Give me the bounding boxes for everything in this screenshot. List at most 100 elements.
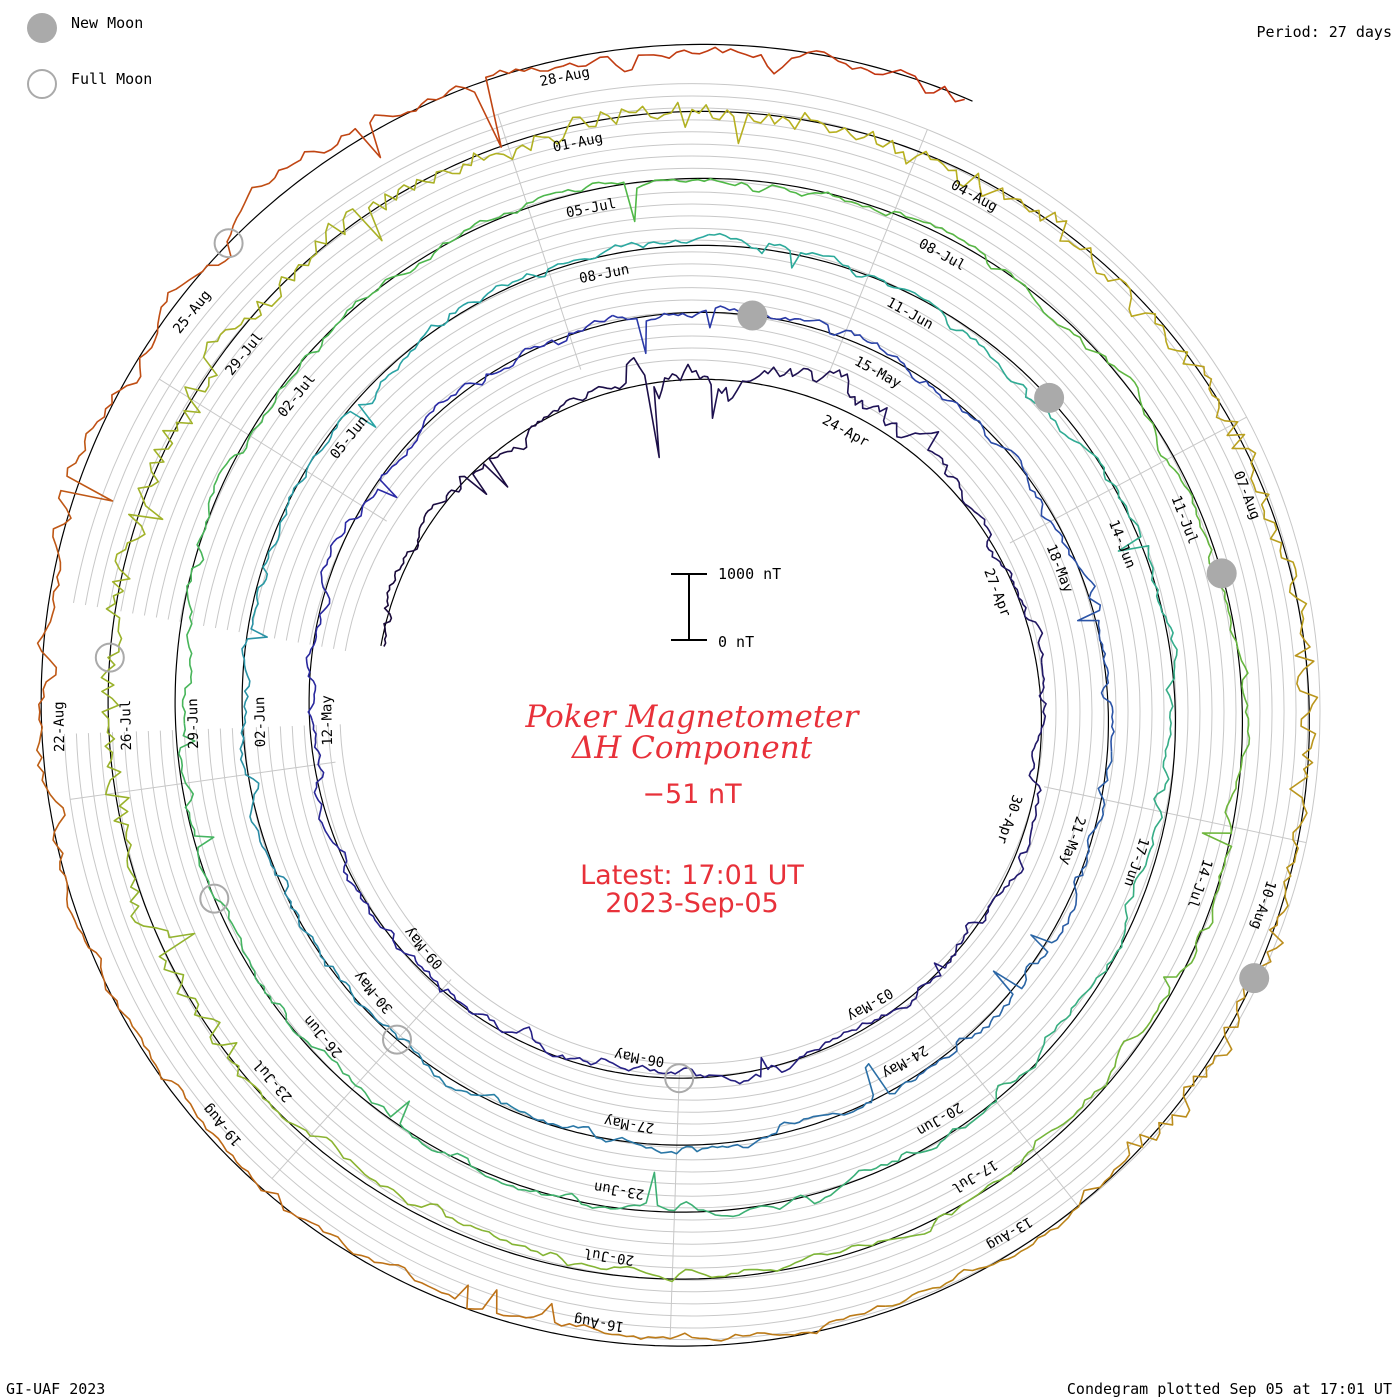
grid-ring (339, 359, 1045, 1065)
data-trace-segment (586, 178, 834, 223)
data-trace-segment (305, 541, 335, 722)
date-label: 24-Apr (819, 412, 871, 450)
grid-ring (255, 275, 1129, 1149)
data-trace-segment (92, 177, 276, 429)
chart-subtitle: ΔH Component (571, 730, 813, 766)
grid-layer (63, 83, 1321, 1341)
date-label: 22-Aug (51, 701, 68, 752)
data-trace-segment (727, 1063, 917, 1149)
date-label: 04-Aug (948, 177, 1000, 215)
data-trace-segment (332, 398, 449, 543)
data-trace-segment (944, 826, 1033, 969)
date-label: 26-Jun (301, 1012, 346, 1061)
footer-left: GI-UAF 2023 (6, 1380, 105, 1398)
data-trace-segment (553, 357, 705, 459)
scale-bar-top-label: 1000 nT (718, 565, 781, 583)
data-trace-segment (36, 427, 114, 728)
data-trace-segment (885, 1154, 1131, 1307)
date-label: 23-Jun (593, 1178, 645, 1201)
date-label: 23-Jul (250, 1056, 295, 1105)
data-trace-segment (703, 366, 863, 419)
data-trace-segment (239, 618, 268, 827)
data-trace-segment (612, 305, 800, 355)
data-trace-segment (915, 934, 1058, 1081)
data-trace-segment (1036, 864, 1147, 1062)
data-trace-segment (367, 186, 588, 298)
date-label: 08-Jun (578, 261, 631, 287)
footer-right: Condegram plotted Sep 05 at 17:01 UT (1067, 1380, 1392, 1398)
date-label: 30-Apr (993, 793, 1024, 846)
data-trace-segment (867, 69, 965, 103)
data-trace-segment (962, 410, 1077, 563)
data-trace-segment (181, 485, 215, 724)
data-trace-segment (241, 950, 411, 1125)
date-label: 05-Jul (565, 196, 618, 222)
data-trace-segment (274, 65, 563, 179)
new-moon-legend-icon (27, 13, 57, 43)
date-label: 27-May (603, 1112, 655, 1135)
data-trace-segment (1047, 315, 1198, 516)
data-trace-segment (178, 723, 244, 952)
data-trace-segment (254, 825, 360, 1006)
grid-spoke (271, 979, 452, 1180)
data-trace-segment (562, 46, 869, 75)
grid-spoke (826, 129, 928, 379)
data-trace-segment (982, 1003, 1161, 1191)
full-moon-legend-icon (27, 69, 57, 99)
full-moon-legend-label: Full Moon (71, 70, 152, 88)
data-trace-segment (844, 1061, 1039, 1185)
full-moon-marker (199, 883, 230, 914)
data-trace-segment (336, 285, 497, 428)
grid-ring (303, 323, 1081, 1101)
data-trace-segment (712, 109, 981, 188)
full-moon-marker (94, 642, 125, 673)
data-trace-segment (1079, 442, 1175, 645)
data-trace-segment (213, 296, 369, 487)
data-trace-segment (219, 169, 444, 336)
data-trace-segment (399, 1123, 617, 1210)
date-label: 20-Jun (914, 1099, 966, 1139)
latest-time: Latest: 17:01 UT (580, 860, 804, 891)
data-trace-segment (1158, 763, 1243, 1005)
grid-ring (231, 251, 1153, 1173)
grid-ring (171, 191, 1213, 1233)
grid-ring (315, 335, 1069, 1089)
date-label: 29-Jul (223, 329, 267, 378)
data-trace-segment (1283, 626, 1319, 913)
date-label: 02-Jul (275, 371, 319, 420)
new-moon-marker (1239, 963, 1270, 994)
grid-ring (75, 95, 1309, 1329)
current-value: −51 nT (642, 779, 742, 810)
moon-layer (94, 228, 1270, 1094)
data-trace-segment (482, 1229, 738, 1283)
date-label: 26-Jul (118, 700, 135, 751)
chart-title: Poker Magnetometer (525, 699, 861, 735)
period-label: Period: 27 days (1257, 23, 1392, 41)
grid-spoke (1043, 786, 1307, 844)
data-trace-segment (496, 233, 710, 287)
date-label: 19-Aug (200, 1101, 245, 1150)
grid-ring (99, 119, 1285, 1305)
grid-spoke (669, 1071, 680, 1340)
date-label: 02-Jun (252, 697, 269, 748)
data-trace-segment (323, 1231, 599, 1331)
date-label: 16-Aug (573, 1311, 625, 1334)
data-trace-segment (833, 195, 1049, 318)
data-trace-segment (803, 962, 946, 1057)
date-label: 20-Jul (583, 1245, 635, 1268)
data-trace-segment (977, 513, 1044, 663)
scale-bar: 1000 nT 0 nT (671, 565, 781, 651)
data-trace-segment (356, 889, 478, 1015)
data-trace-segment (126, 859, 261, 1093)
date-label: 12-May (319, 695, 336, 746)
data-trace-segment (1193, 364, 1308, 627)
date-label: 29-Jun (185, 698, 202, 749)
grid-ring (243, 263, 1141, 1161)
grid-spoke (159, 378, 387, 522)
data-trace-segment (708, 232, 920, 298)
grid-ring (111, 131, 1273, 1293)
data-trace-segment (443, 101, 714, 175)
full-moon-marker (664, 1063, 695, 1094)
data-trace-segment (799, 318, 963, 413)
